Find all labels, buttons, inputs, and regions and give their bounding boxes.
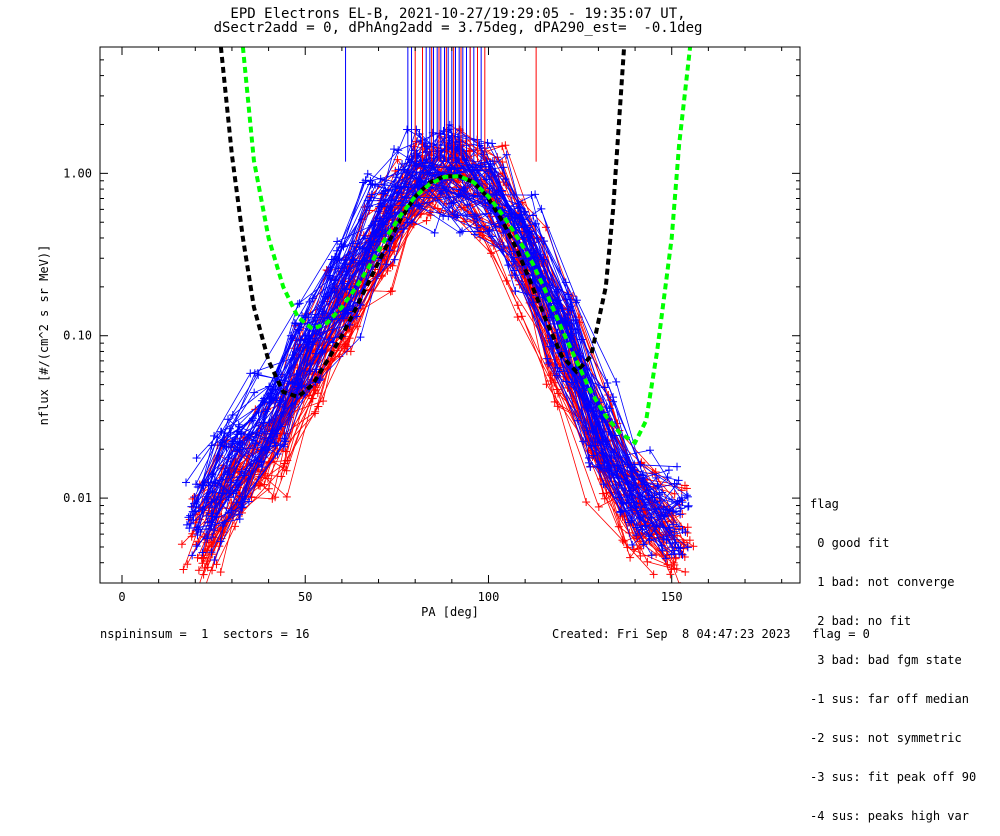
y-tick-label: 1.00 (63, 166, 92, 180)
legend-item: 0 good fit (810, 536, 890, 550)
x-tick-label: 100 (478, 590, 500, 604)
legend-item: -3 sus: fit peak off 90 (810, 770, 977, 784)
chart-subtitle: dSectr2add = 0, dPhAng2add = 3.75deg, dP… (213, 20, 703, 36)
series-line (210, 146, 676, 559)
x-tick-label: 0 (118, 590, 125, 604)
series-line (191, 166, 667, 559)
plot-frame-group (99, 46, 801, 584)
series-line (191, 175, 668, 565)
y-axis-label: nflux [#/(cm^2 s sr MeV)] (37, 245, 51, 426)
series-line (195, 150, 657, 555)
series-line (216, 132, 682, 517)
series-line (206, 163, 678, 539)
y-tick-label: 0.01 (63, 491, 92, 505)
footer-right: Created: Fri Sep 8 04:47:23 2023 flag = … (552, 627, 870, 641)
series-line (195, 179, 666, 514)
series-line (205, 144, 674, 553)
chart-title: EPD Electrons EL-B, 2021-10-27/19:29:05 … (230, 6, 686, 22)
series-blue-trace (193, 186, 667, 555)
series-red-trace (194, 165, 687, 575)
flag-legend: flag 0 good fit 1 bad: not converge 2 ba… (810, 472, 976, 836)
series-line (222, 159, 686, 541)
y-tick-label: 0.10 (63, 329, 92, 343)
series-line (205, 148, 671, 530)
series-red-trace (209, 140, 676, 574)
series-line (202, 140, 675, 566)
series-blue-trace (208, 158, 674, 549)
fit-curve-green (240, 47, 693, 446)
series-group (177, 47, 698, 583)
series-blue-trace (191, 163, 665, 517)
x-tick-label: 50 (298, 590, 312, 604)
legend-item: -1 sus: far off median (810, 692, 969, 706)
series-line (207, 145, 677, 558)
legend-item: 3 bad: bad fgm state (810, 653, 962, 667)
legend-item: -2 sus: not symmetric (810, 731, 962, 745)
plot-frame (99, 46, 801, 584)
legend-item: -4 sus: peaks high var (810, 809, 969, 823)
series-line (186, 157, 658, 526)
series-line (192, 176, 667, 535)
plot-canvas: 0 50 100 150 0.01 0.10 1.00 PA [deg] nflux [#/(c… (37, 46, 801, 619)
vertical-lines-group (345, 47, 537, 162)
x-tick-label: 150 (661, 590, 683, 604)
series-blue-trace (198, 136, 665, 557)
legend-item: 1 bad: not converge (810, 575, 955, 589)
series-blue-trace (194, 162, 672, 514)
series-blue-trace (185, 166, 668, 533)
fit-curve-black (218, 47, 627, 400)
x-axis-label: PA [deg] (421, 605, 479, 619)
footer-left: nspininsum = 1 sectors = 16 (100, 627, 310, 641)
series-line (197, 124, 677, 512)
legend-heading: flag (810, 497, 839, 511)
series-line (204, 164, 671, 575)
series-line (195, 141, 668, 559)
series-line (195, 167, 661, 514)
series-blue-trace (203, 159, 681, 543)
series-red-trace (199, 141, 681, 579)
series-line (202, 140, 673, 548)
series-line (205, 163, 672, 555)
series-line (198, 166, 668, 511)
legend-item: 2 bad: no fit (810, 614, 912, 628)
series-line (188, 169, 665, 529)
series-line (197, 190, 664, 551)
axes-group: 0 50 100 150 0.01 0.10 1.00 PA [deg] nflux [#/(c… (37, 46, 800, 619)
series-line (212, 180, 675, 551)
